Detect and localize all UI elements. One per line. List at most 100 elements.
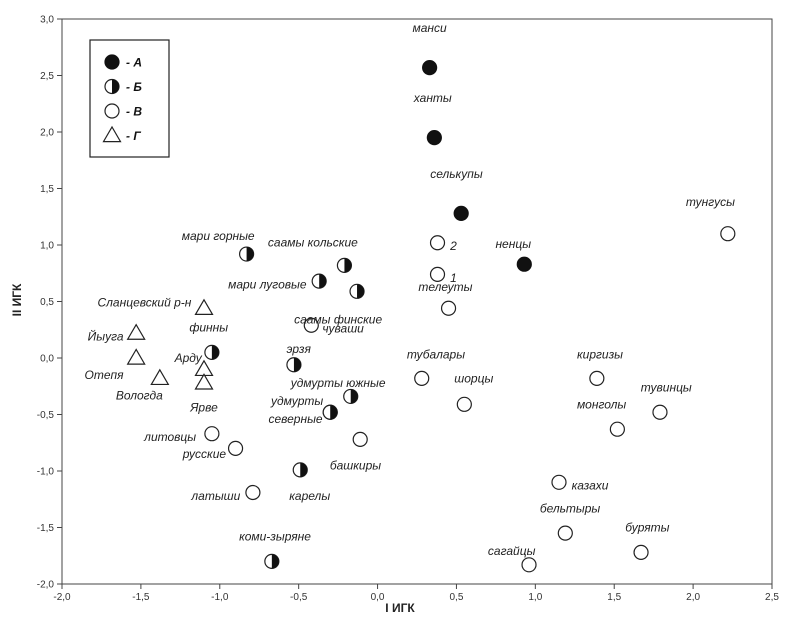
legend-box (89, 39, 170, 158)
x-tick-label: 0,5 (449, 592, 463, 603)
y-tick-label: 1,5 (40, 184, 54, 195)
y-tick-label: 2,0 (40, 128, 54, 139)
data-label: бельтыры (540, 501, 601, 515)
x-tick-label: -1,0 (211, 592, 229, 603)
y-tick-label: 0,0 (40, 354, 54, 365)
x-axis-title: I ИГК (385, 601, 415, 615)
data-point (227, 440, 244, 456)
legend-marker-filled (104, 54, 120, 70)
data-point (336, 257, 353, 273)
legend: - А - Б - В - Г (89, 39, 170, 158)
data-label: удмурты (270, 394, 323, 408)
data-point (322, 404, 338, 420)
data-label: Вологда (116, 388, 163, 402)
x-tick-label: 0,0 (371, 592, 385, 603)
data-point (633, 544, 649, 560)
y-tick-label: -1,5 (37, 523, 55, 534)
data-label: эрзя (286, 342, 311, 356)
y-tick-label: -0,5 (37, 410, 55, 421)
data-label: Ярве (189, 401, 218, 415)
data-label: манси (413, 21, 448, 35)
data-label: селькупы (430, 167, 483, 181)
data-label: тувинцы (641, 380, 692, 394)
x-axis-ticks: -2,0 -1,5 -1,0 -0,5 0,0 0,5 1,0 1,5 2,0 2,5 (53, 584, 779, 603)
data-point (429, 266, 446, 282)
data-label: монголы (577, 397, 626, 411)
data-label: 1 (450, 271, 457, 285)
data-point (126, 348, 146, 365)
data-point (440, 300, 457, 316)
data-point (589, 370, 605, 386)
data-label: шорцы (454, 371, 493, 385)
data-point (204, 344, 220, 360)
data-point (720, 226, 736, 242)
data-label: мари горные (182, 229, 255, 243)
data-point (303, 317, 319, 333)
data-point (521, 557, 537, 573)
legend-marker-triangle (102, 125, 122, 143)
data-label: северные (268, 412, 322, 426)
data-label: Йыуга (88, 328, 124, 344)
data-label: коми-зыряне (239, 530, 311, 544)
data-point (422, 59, 438, 76)
data-label: буряты (625, 521, 669, 535)
data-label: литовцы (143, 430, 196, 444)
x-tick-label: -1,5 (132, 592, 150, 603)
data-label: телеуты (418, 280, 472, 294)
data-label: удмурты южные (290, 376, 386, 390)
data-point (239, 246, 255, 262)
data-point (352, 431, 368, 447)
data-label: латыши (190, 489, 240, 503)
data-point (311, 273, 327, 289)
legend-marker-half (104, 78, 120, 95)
legend-label: - В (126, 105, 142, 119)
data-points (126, 59, 736, 573)
legend-label: - Г (126, 129, 141, 143)
data-label: Арду (174, 351, 203, 365)
data-label: карелы (289, 489, 330, 503)
data-point (456, 396, 472, 412)
data-label: мари луговые (228, 278, 307, 292)
data-point (609, 421, 625, 437)
data-point (292, 462, 308, 478)
data-point (557, 525, 573, 541)
y-tick-label: 1,0 (40, 241, 54, 252)
data-point (652, 404, 668, 420)
data-label: казахи (572, 479, 609, 493)
y-tick-label: 2,5 (40, 71, 54, 82)
data-label: 2 (449, 239, 457, 253)
data-point (286, 357, 302, 373)
data-point (349, 283, 365, 299)
x-tick-label: 2,5 (765, 592, 779, 603)
data-point (343, 388, 359, 405)
data-label: киргизы (577, 348, 623, 362)
y-axis-title: II ИГК (10, 283, 24, 316)
data-point (551, 474, 567, 490)
legend-marker-open (104, 103, 120, 119)
data-label: Сланцевский р-н (98, 296, 192, 310)
data-point (204, 426, 220, 442)
data-label: ханты (413, 91, 452, 105)
data-label: тубалары (407, 348, 465, 362)
x-tick-label: -2,0 (53, 592, 71, 603)
data-point (426, 130, 442, 146)
data-label: тунгусы (686, 195, 735, 209)
y-tick-label: -2,0 (37, 580, 55, 591)
data-point (126, 323, 146, 340)
data-point (516, 256, 532, 272)
data-point (429, 235, 446, 251)
data-point (264, 553, 280, 570)
data-point (194, 373, 214, 390)
data-point (453, 205, 469, 221)
x-tick-label: 2,0 (686, 592, 700, 603)
data-label: русские (182, 447, 227, 461)
data-label: ненцы (495, 237, 531, 251)
y-axis-ticks: -2,0 -1,5 -1,0 -0,5 0,0 0,5 1,0 1,5 2,0 2,5 3,0 (37, 15, 62, 591)
y-tick-label: 3,0 (40, 15, 54, 26)
x-tick-label: 1,5 (607, 592, 621, 603)
data-label: сагайцы (488, 544, 536, 558)
data-point (414, 370, 430, 386)
y-tick-label: -1,0 (37, 467, 55, 478)
data-label: Отепя (85, 368, 125, 382)
